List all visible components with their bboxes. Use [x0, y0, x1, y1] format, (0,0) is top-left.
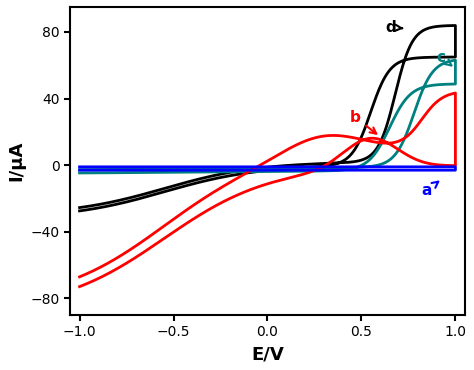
- Text: b: b: [350, 110, 376, 134]
- X-axis label: E/V: E/V: [251, 345, 284, 363]
- Text: c: c: [437, 50, 452, 65]
- Text: d: d: [386, 20, 402, 35]
- Y-axis label: I/μA: I/μA: [7, 141, 25, 181]
- Text: a: a: [421, 182, 438, 198]
